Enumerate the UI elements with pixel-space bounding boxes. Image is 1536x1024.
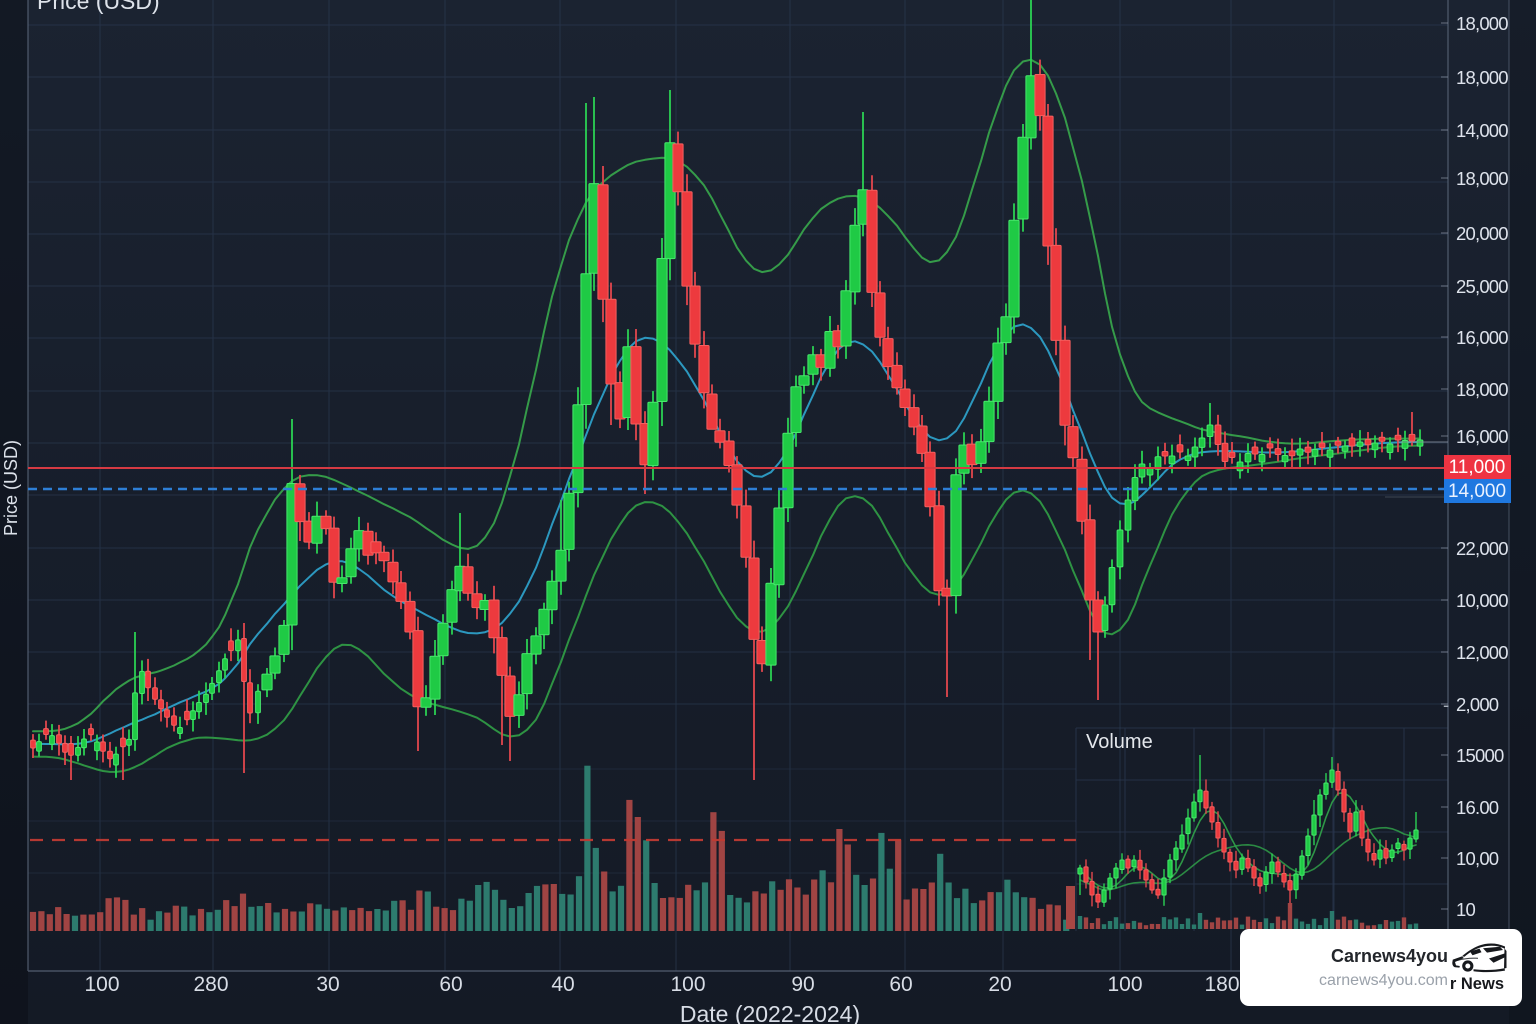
svg-text:11,000: 11,000 bbox=[1449, 457, 1506, 478]
svg-text:18,000: 18,000 bbox=[1456, 168, 1508, 189]
svg-text:16.00: 16.00 bbox=[1456, 797, 1499, 818]
svg-text:14,000: 14,000 bbox=[1448, 481, 1506, 502]
svg-text:10,00: 10,00 bbox=[1456, 848, 1499, 869]
svg-text:14,000: 14,000 bbox=[1456, 120, 1508, 141]
svg-text:180: 180 bbox=[1204, 973, 1239, 996]
svg-text:Price (USD): Price (USD) bbox=[1, 440, 21, 536]
svg-text:100: 100 bbox=[670, 973, 705, 996]
svg-text:carnews4you.com: carnews4you.com bbox=[1319, 972, 1448, 989]
svg-text:Price (USD): Price (USD) bbox=[37, 0, 160, 14]
svg-text:18,000: 18,000 bbox=[1456, 67, 1508, 88]
svg-text:10: 10 bbox=[1456, 899, 1475, 920]
svg-text:Date (2022-2024): Date (2022-2024) bbox=[680, 1001, 860, 1024]
svg-text:280: 280 bbox=[193, 973, 228, 996]
svg-text:90: 90 bbox=[791, 973, 814, 996]
svg-text:18,000: 18,000 bbox=[1456, 379, 1508, 400]
svg-text:Volume: Volume bbox=[1086, 731, 1153, 753]
svg-text:30: 30 bbox=[316, 973, 339, 996]
svg-text:18,000: 18,000 bbox=[1456, 13, 1508, 34]
svg-text:40: 40 bbox=[551, 973, 574, 996]
svg-text:-: - bbox=[1443, 694, 1449, 715]
svg-text:22,000: 22,000 bbox=[1456, 538, 1508, 559]
svg-text:16,000: 16,000 bbox=[1456, 327, 1508, 348]
svg-text:12,000: 12,000 bbox=[1456, 642, 1508, 663]
svg-text:25,000: 25,000 bbox=[1456, 276, 1508, 297]
svg-text:60: 60 bbox=[439, 973, 462, 996]
svg-text:10,000: 10,000 bbox=[1456, 590, 1508, 611]
svg-text:2,000: 2,000 bbox=[1456, 694, 1499, 715]
svg-text:r News: r News bbox=[1450, 975, 1504, 993]
svg-text:Carnews4you: Carnews4you bbox=[1331, 946, 1448, 966]
svg-text:100: 100 bbox=[84, 973, 119, 996]
svg-text:20,000: 20,000 bbox=[1456, 223, 1508, 244]
svg-text:100: 100 bbox=[1107, 973, 1142, 996]
svg-text:16,000: 16,000 bbox=[1456, 426, 1508, 447]
svg-text:20: 20 bbox=[988, 973, 1011, 996]
svg-text:15000: 15000 bbox=[1456, 745, 1504, 766]
svg-text:60: 60 bbox=[889, 973, 912, 996]
